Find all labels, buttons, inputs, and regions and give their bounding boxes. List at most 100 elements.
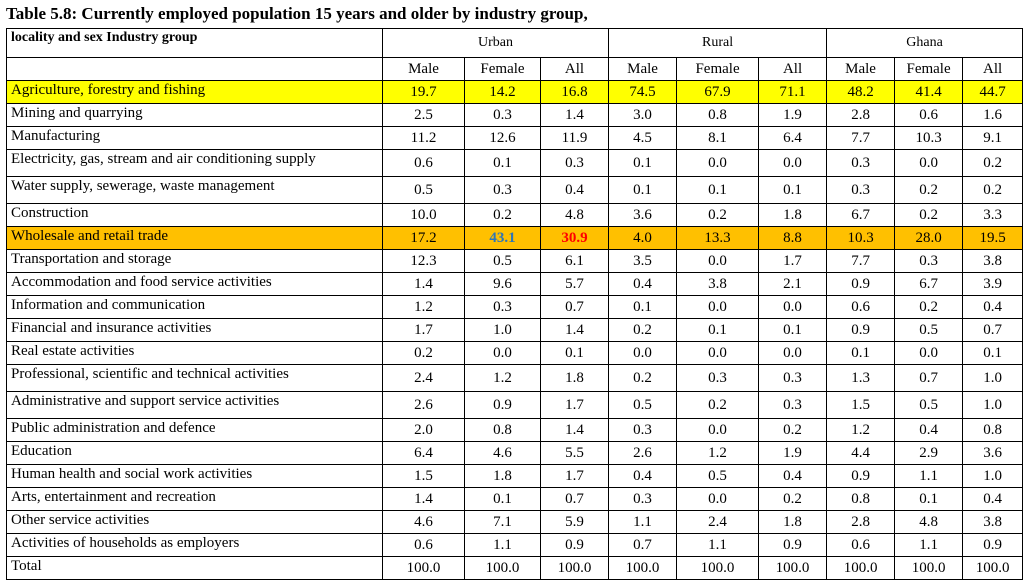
value-cell: 0.2 (894, 203, 964, 227)
value-cell: 10.3 (826, 226, 896, 250)
sub-header: Male (608, 57, 678, 81)
value-cell: 100.0 (382, 556, 465, 580)
value-cell: 0.0 (758, 341, 828, 365)
value-cell: 1.5 (826, 391, 896, 419)
value-cell: 1.6 (962, 103, 1024, 127)
value-cell: 2.9 (894, 441, 964, 465)
value-cell: 0.7 (608, 533, 678, 557)
value-cell: 12.6 (464, 126, 541, 150)
value-cell: 0.1 (676, 176, 760, 204)
value-cell: 2.1 (758, 272, 828, 296)
value-cell: 41.4 (894, 80, 964, 104)
value-cell: 0.3 (608, 487, 678, 511)
value-cell: 4.0 (608, 226, 678, 250)
value-cell: 0.1 (539, 341, 610, 365)
value-cell: 0.0 (758, 149, 828, 177)
sub-header: All (758, 57, 828, 81)
value-cell: 28.0 (894, 226, 964, 250)
value-cell: 0.0 (676, 341, 760, 365)
value-cell: 2.6 (608, 441, 678, 465)
table-row: Manufacturing 11.2 12.6 11.9 4.5 8.1 6.4 7.7 10.… (6, 126, 1024, 150)
value-cell: 0.3 (894, 249, 964, 273)
value-cell: 1.7 (382, 318, 465, 342)
value-cell: 16.8 (539, 80, 610, 104)
value-cell: 0.3 (464, 103, 541, 127)
industry-label: Mining and quarrying (6, 103, 383, 127)
value-cell: 3.8 (962, 249, 1024, 273)
value-cell: 6.4 (758, 126, 828, 150)
value-cell: 19.5 (962, 226, 1024, 250)
value-cell: 1.2 (382, 295, 465, 319)
industry-label: Water supply, sewerage, waste management (6, 176, 383, 204)
value-cell: 1.0 (962, 464, 1024, 488)
value-cell: 13.3 (676, 226, 760, 250)
table-row: Electricity, gas, stream and air conditi… (6, 149, 1024, 177)
table-row: Construction 10.0 0.2 4.8 3.6 0.2 1.8 6.7 0.2 3.3 (6, 203, 1024, 227)
table-row: Arts, entertainment and recreation 1.4 0.1… (6, 487, 1024, 511)
value-cell: 0.3 (464, 176, 541, 204)
table-row: Education 6.4 4.6 5.5 2.6 1.2 1.9 4.4 2.9 3.6 (6, 441, 1024, 465)
value-cell: 0.7 (894, 364, 964, 392)
table-row: Other service activities 4.6 7.1 5.9 1.1 2.4 1… (6, 510, 1024, 534)
value-cell: 4.4 (826, 441, 896, 465)
sub-header: All (962, 57, 1024, 81)
value-cell: 0.2 (676, 391, 760, 419)
value-cell: 0.9 (539, 533, 610, 557)
industry-label: Information and communication (6, 295, 383, 319)
value-cell: 2.8 (826, 103, 896, 127)
value-cell: 4.5 (608, 126, 678, 150)
table-row: Transportation and storage 12.3 0.5 6.1 3.5 0… (6, 249, 1024, 273)
value-cell: 1.8 (464, 464, 541, 488)
value-cell: 100.0 (676, 556, 760, 580)
value-cell: 0.7 (539, 487, 610, 511)
value-cell: 1.0 (962, 364, 1024, 392)
value-cell: 0.9 (826, 272, 896, 296)
industry-label: Electricity, gas, stream and air conditi… (6, 149, 383, 177)
table-row: Public administration and defence 2.0 0.8 1… (6, 418, 1024, 442)
value-cell: 1.1 (676, 533, 760, 557)
value-cell: 1.0 (962, 391, 1024, 419)
value-cell: 0.4 (962, 295, 1024, 319)
industry-label: Activities of households as employers (6, 533, 383, 557)
value-cell: 1.9 (758, 441, 828, 465)
table-row: Activities of households as employers 0.6… (6, 533, 1024, 557)
value-cell: 3.8 (962, 510, 1024, 534)
table-row: Accommodation and food service activitie… (6, 272, 1024, 296)
value-cell: 1.8 (758, 203, 828, 227)
value-cell: 0.2 (894, 295, 964, 319)
value-cell: 9.6 (464, 272, 541, 296)
value-cell: 71.1 (758, 80, 828, 104)
value-cell: 0.0 (676, 295, 760, 319)
value-cell: 4.6 (464, 441, 541, 465)
group-header-ghana: Ghana (826, 28, 1024, 58)
value-cell: 0.1 (758, 318, 828, 342)
industry-label: Other service activities (6, 510, 383, 534)
value-cell: 3.6 (962, 441, 1024, 465)
value-cell: 3.9 (962, 272, 1024, 296)
industry-label: Manufacturing (6, 126, 383, 150)
table-title: Table 5.8: Currently employed population… (6, 4, 588, 23)
sub-header: Male (826, 57, 896, 81)
value-cell: 0.0 (894, 341, 964, 365)
value-cell: 2.4 (676, 510, 760, 534)
value-cell: 3.8 (676, 272, 760, 296)
value-cell: 0.1 (758, 176, 828, 204)
value-cell: 0.4 (962, 487, 1024, 511)
value-cell: 1.7 (758, 249, 828, 273)
group-header-urban: Urban (381, 28, 610, 58)
value-cell: 1.9 (758, 103, 828, 127)
value-cell: 0.8 (676, 103, 760, 127)
value-cell: 0.1 (464, 149, 541, 177)
value-cell: 0.4 (758, 464, 828, 488)
value-cell: 1.0 (464, 318, 541, 342)
table-row: Water supply, sewerage, waste management… (6, 176, 1024, 204)
value-cell: 6.4 (382, 441, 465, 465)
sub-header: All (539, 57, 610, 81)
value-cell: 8.8 (758, 226, 828, 250)
value-cell: 14.2 (464, 80, 541, 104)
table-row: Real estate activities 0.2 0.0 0.1 0.0 0.0 0.0… (6, 341, 1024, 365)
value-cell: 0.0 (676, 418, 760, 442)
value-cell: 0.2 (382, 341, 465, 365)
value-cell: 100.0 (962, 556, 1024, 580)
group-header-rural: Rural (608, 28, 828, 58)
